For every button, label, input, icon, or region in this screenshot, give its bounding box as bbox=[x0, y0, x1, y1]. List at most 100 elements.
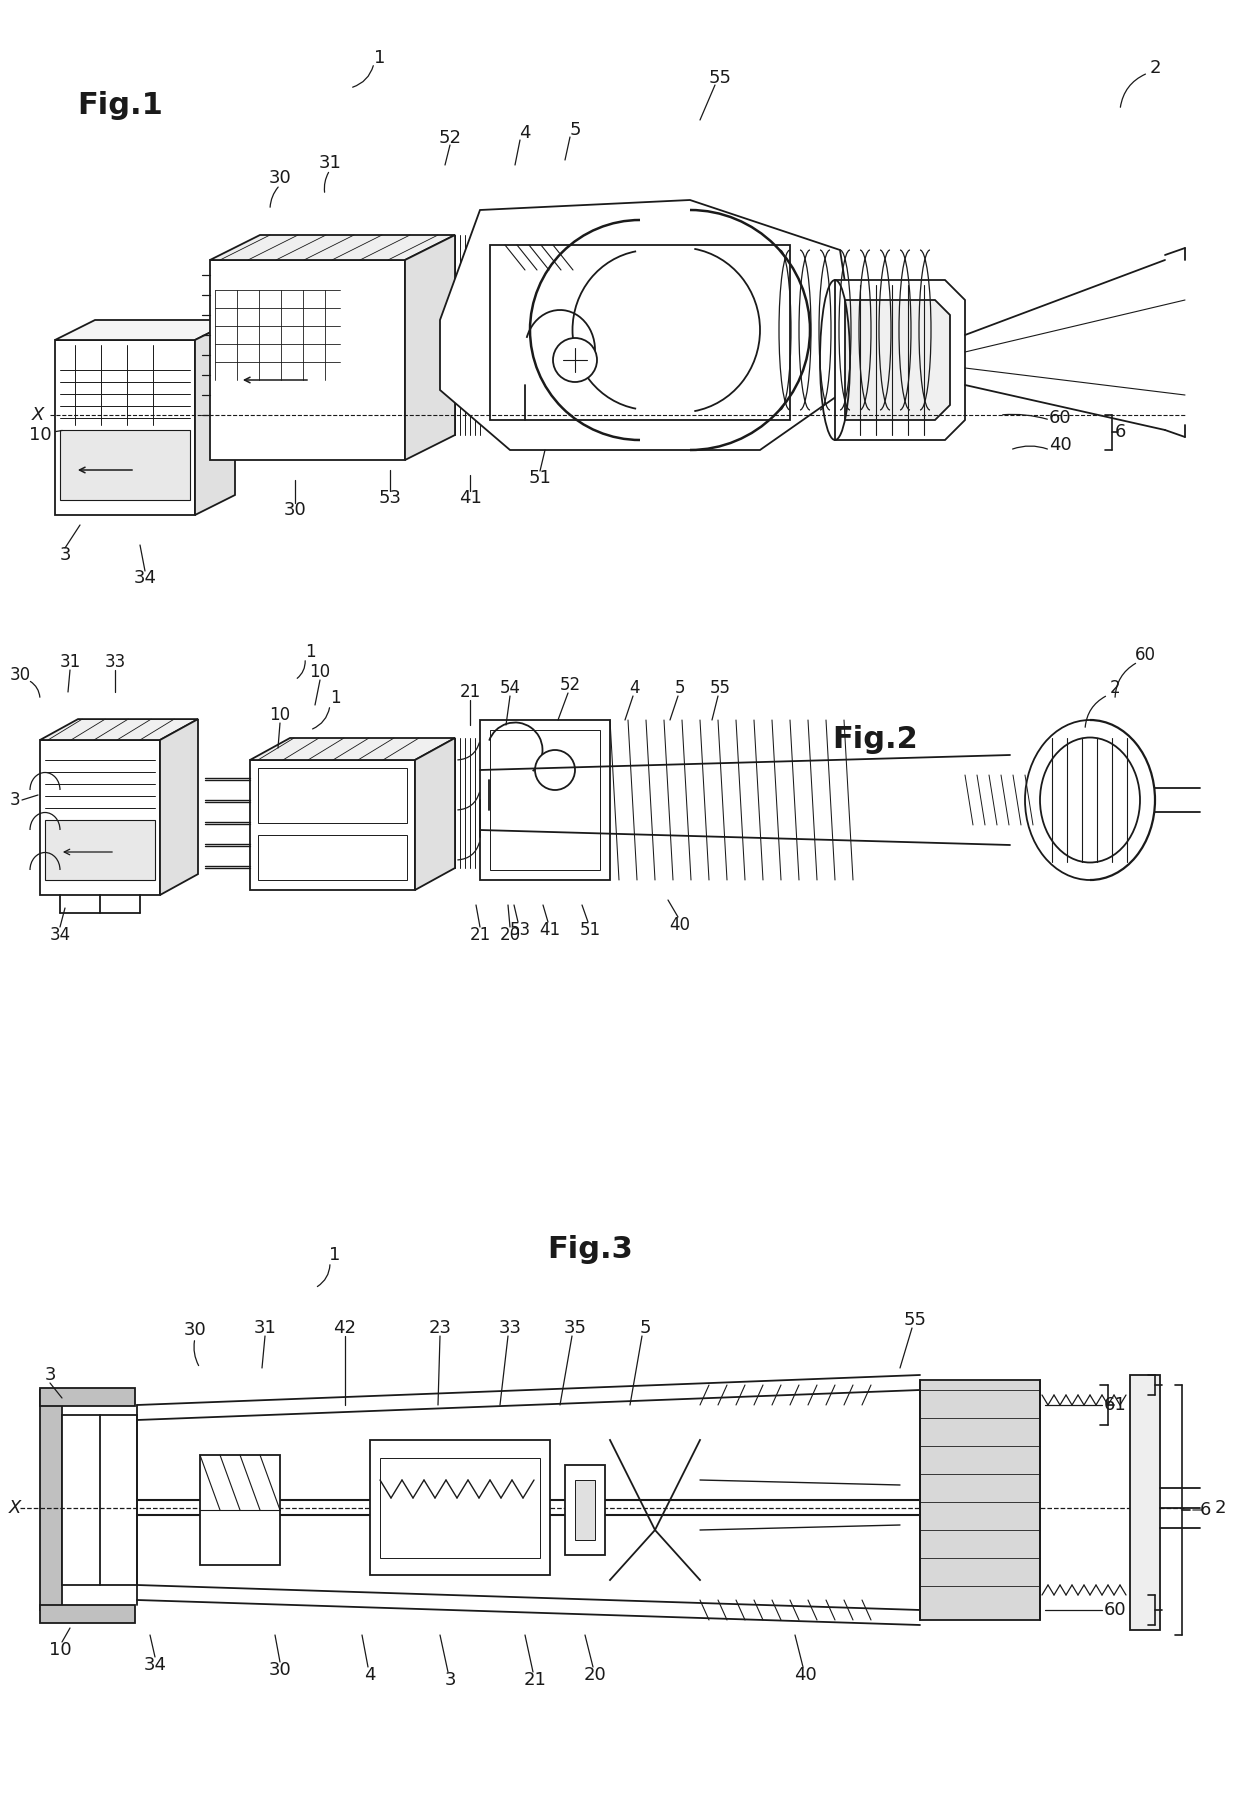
Text: 53: 53 bbox=[510, 922, 531, 940]
Circle shape bbox=[553, 338, 596, 381]
Text: 30: 30 bbox=[269, 1661, 291, 1679]
Polygon shape bbox=[250, 761, 415, 891]
Text: 34: 34 bbox=[50, 925, 71, 943]
Text: 10: 10 bbox=[48, 1641, 72, 1659]
Text: 3: 3 bbox=[45, 1366, 56, 1384]
Text: 30: 30 bbox=[269, 170, 291, 186]
Text: 40: 40 bbox=[1049, 435, 1071, 454]
FancyArrowPatch shape bbox=[298, 661, 305, 678]
Polygon shape bbox=[415, 737, 455, 891]
Bar bbox=[62, 1415, 136, 1585]
Text: 21: 21 bbox=[459, 683, 481, 701]
Text: 1: 1 bbox=[330, 688, 340, 707]
Text: 4: 4 bbox=[630, 679, 640, 698]
FancyArrowPatch shape bbox=[458, 743, 480, 761]
FancyArrowPatch shape bbox=[270, 188, 278, 208]
Text: 10: 10 bbox=[310, 663, 331, 681]
Text: 21: 21 bbox=[523, 1671, 547, 1690]
Text: 60: 60 bbox=[1104, 1601, 1126, 1619]
Bar bbox=[490, 246, 790, 419]
Text: 2: 2 bbox=[1215, 1500, 1226, 1518]
Bar bbox=[40, 1388, 135, 1406]
Text: 3: 3 bbox=[10, 791, 20, 810]
Text: X: X bbox=[32, 407, 45, 425]
Polygon shape bbox=[835, 280, 965, 439]
Text: 2: 2 bbox=[1110, 679, 1120, 698]
Bar bbox=[258, 768, 407, 822]
FancyArrowPatch shape bbox=[458, 793, 480, 810]
FancyArrowPatch shape bbox=[193, 1341, 198, 1366]
Bar bbox=[200, 1455, 280, 1565]
Text: 1: 1 bbox=[374, 49, 386, 67]
FancyArrowPatch shape bbox=[1003, 414, 1048, 419]
Text: 51: 51 bbox=[579, 922, 600, 940]
FancyArrowPatch shape bbox=[352, 65, 373, 87]
Bar bbox=[1130, 1375, 1159, 1630]
Bar bbox=[258, 835, 407, 880]
Text: X: X bbox=[9, 1500, 21, 1518]
FancyArrowPatch shape bbox=[31, 681, 40, 698]
Text: 52: 52 bbox=[559, 676, 580, 694]
Polygon shape bbox=[195, 320, 236, 515]
FancyArrowPatch shape bbox=[1121, 74, 1146, 107]
Text: 30: 30 bbox=[284, 501, 306, 519]
Text: 6: 6 bbox=[1199, 1502, 1210, 1520]
Bar bbox=[40, 1605, 135, 1623]
Text: 3: 3 bbox=[444, 1671, 456, 1690]
Text: 30: 30 bbox=[184, 1321, 206, 1339]
Bar bbox=[575, 1480, 595, 1540]
Text: 23: 23 bbox=[429, 1319, 451, 1337]
Polygon shape bbox=[250, 737, 455, 761]
Text: 6: 6 bbox=[1115, 423, 1126, 441]
Text: 30: 30 bbox=[10, 667, 31, 685]
Polygon shape bbox=[405, 235, 455, 461]
Bar bbox=[480, 719, 610, 880]
Text: 5: 5 bbox=[569, 121, 580, 139]
Text: 40: 40 bbox=[794, 1666, 816, 1684]
Polygon shape bbox=[440, 201, 861, 450]
Text: 31: 31 bbox=[319, 154, 341, 172]
Text: 33: 33 bbox=[498, 1319, 522, 1337]
Text: 40: 40 bbox=[670, 916, 691, 934]
Text: 5: 5 bbox=[675, 679, 686, 698]
Text: 60: 60 bbox=[1135, 645, 1156, 663]
FancyArrowPatch shape bbox=[458, 842, 480, 860]
Text: 54: 54 bbox=[500, 679, 521, 698]
Text: 35: 35 bbox=[563, 1319, 587, 1337]
Circle shape bbox=[534, 750, 575, 790]
FancyArrowPatch shape bbox=[1085, 696, 1106, 726]
Text: 55: 55 bbox=[709, 679, 730, 698]
Text: 41: 41 bbox=[539, 922, 560, 940]
Text: 55: 55 bbox=[904, 1312, 926, 1328]
Text: 1: 1 bbox=[330, 1247, 341, 1265]
Text: 34: 34 bbox=[144, 1655, 166, 1673]
FancyArrowPatch shape bbox=[1115, 663, 1136, 698]
FancyArrowPatch shape bbox=[317, 1265, 330, 1287]
Bar bbox=[379, 1458, 539, 1558]
FancyArrowPatch shape bbox=[312, 708, 330, 728]
Polygon shape bbox=[210, 235, 455, 260]
Text: 33: 33 bbox=[104, 652, 125, 670]
Text: 21: 21 bbox=[470, 925, 491, 943]
Text: 31: 31 bbox=[253, 1319, 277, 1337]
Text: 4: 4 bbox=[520, 125, 531, 143]
Text: 51: 51 bbox=[528, 470, 552, 488]
Text: 10: 10 bbox=[29, 426, 51, 445]
Bar bbox=[565, 1465, 605, 1556]
Text: 10: 10 bbox=[269, 707, 290, 725]
FancyArrowPatch shape bbox=[1013, 446, 1048, 448]
Text: 41: 41 bbox=[459, 490, 481, 508]
Polygon shape bbox=[160, 719, 198, 894]
Text: 52: 52 bbox=[439, 128, 461, 146]
Text: 55: 55 bbox=[708, 69, 732, 87]
Text: 4: 4 bbox=[365, 1666, 376, 1684]
Text: 34: 34 bbox=[134, 569, 156, 587]
Text: 5: 5 bbox=[640, 1319, 651, 1337]
Text: 3: 3 bbox=[60, 546, 71, 564]
Bar bbox=[60, 430, 190, 501]
Bar bbox=[370, 1440, 551, 1576]
Text: Fig.1: Fig.1 bbox=[77, 90, 162, 119]
Polygon shape bbox=[40, 741, 160, 894]
Text: 20: 20 bbox=[584, 1666, 606, 1684]
FancyArrowPatch shape bbox=[325, 172, 329, 192]
